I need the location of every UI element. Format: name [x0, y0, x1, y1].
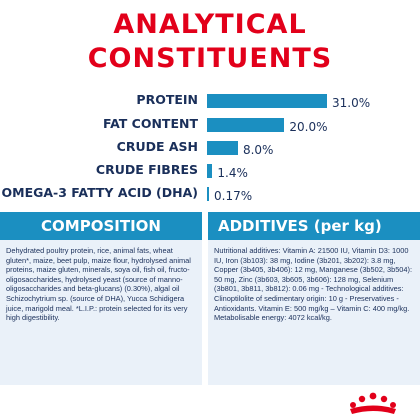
bar-row: CRUDE ASH 8.0%: [0, 137, 420, 159]
bar: [207, 141, 238, 155]
bar-row: CRUDE FIBRES 1.4%: [0, 160, 420, 182]
composition-panel: COMPOSITION Dehydrated poultry protein, …: [0, 212, 202, 385]
bar-category-label: CRUDE ASH: [116, 139, 198, 154]
bar-row: FAT CONTENT 20.0%: [0, 114, 420, 136]
bar: [207, 164, 213, 178]
additives-panel: ADDITIVES (per kg) Nutritional additives…: [208, 212, 420, 385]
bar-category-label: CRUDE FIBRES: [95, 162, 198, 177]
bar-value-label: 1.4%: [217, 166, 248, 180]
bar-value-label: 8.0%: [242, 143, 274, 157]
bar-row: OMEGA-3 FATTY ACID (DHA) 0.17%: [0, 183, 420, 205]
bar-value-label: 20.0%: [289, 120, 328, 134]
bar: [207, 94, 327, 108]
composition-text: Dehydrated poultry protein, rice, animal…: [6, 246, 191, 323]
composition-heading: COMPOSITION: [0, 212, 202, 240]
title-line-1: ANALYTICAL: [113, 9, 307, 40]
bar-category-label: PROTEIN: [136, 92, 198, 107]
bar-category-label: OMEGA-3 FATTY ACID (DHA): [1, 185, 199, 200]
bar: [207, 118, 285, 132]
bar-category-label: FAT CONTENT: [102, 116, 198, 131]
bar-value-label: 0.17%: [214, 189, 253, 203]
additives-heading: ADDITIVES (per kg): [208, 212, 420, 240]
bar-value-label: 31.0%: [332, 96, 371, 110]
additives-text: Nutritional additives: Vitamin A: 21500 …: [214, 246, 413, 323]
bar-row: PROTEIN 31.0%: [0, 90, 420, 112]
title-line-2: CONSTITUENTS: [87, 43, 333, 74]
royal-canin-crown-logo: [350, 392, 396, 414]
bar: [207, 187, 209, 201]
